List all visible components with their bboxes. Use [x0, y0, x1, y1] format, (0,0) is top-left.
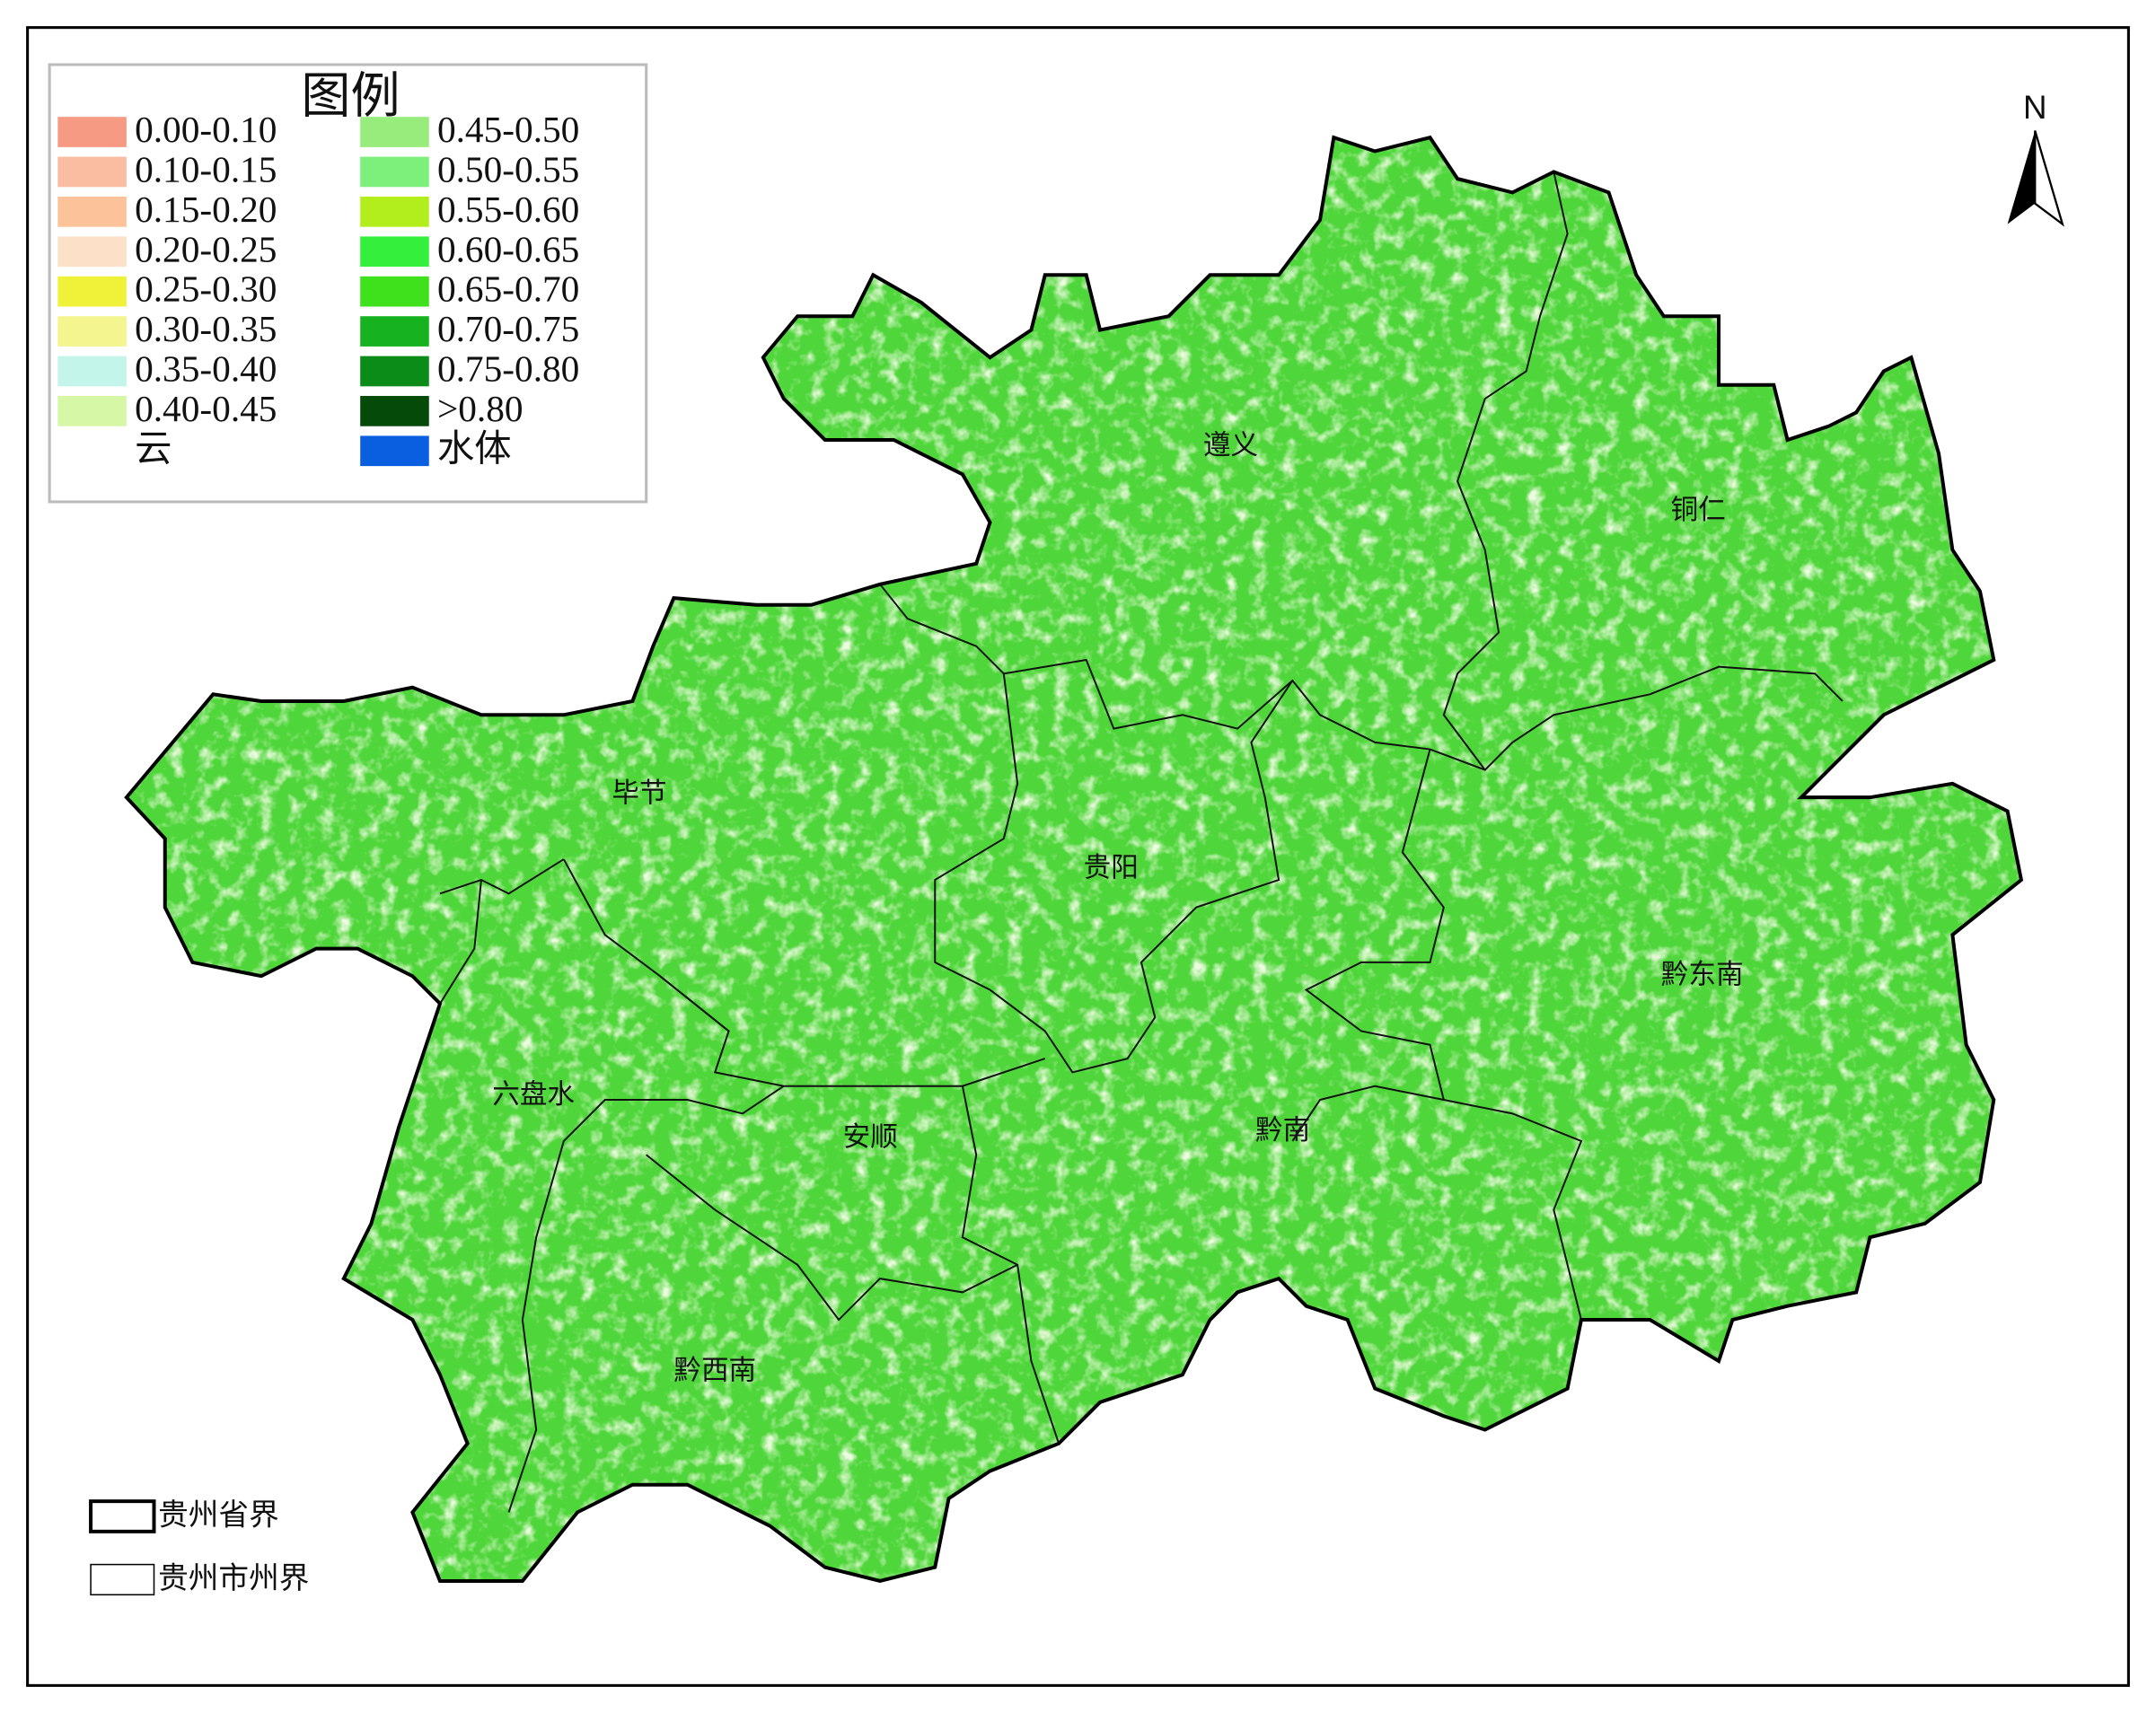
legend-swatch — [57, 276, 127, 307]
legend-swatch — [360, 276, 429, 307]
legend-label: 0.50-0.55 — [437, 148, 579, 189]
legend-label: 0.75-0.80 — [437, 347, 579, 389]
region-labels: 遵义 铜仁 毕节 贵阳 黔东南 六盘水 安顺 黔南 黔西南 — [492, 430, 1743, 1387]
legend-swatch — [57, 316, 127, 347]
boundary-label: 贵州省界 — [158, 1497, 279, 1532]
region-label: 铜仁 — [1670, 495, 1725, 526]
legend-label: 0.40-0.45 — [135, 388, 277, 429]
region-label: 黔南 — [1255, 1115, 1310, 1146]
legend-label: 0.60-0.65 — [437, 228, 579, 269]
region-label: 毕节 — [612, 778, 666, 810]
region-label: 黔东南 — [1661, 960, 1744, 991]
legend-label: 云 — [135, 427, 172, 469]
legend-swatch — [57, 236, 127, 268]
legend-label: >0.80 — [437, 388, 524, 429]
city-boundaries — [439, 171, 1844, 1513]
legend-swatch — [360, 356, 429, 387]
legend-label: 0.35-0.40 — [135, 347, 277, 389]
legend-swatch — [360, 435, 429, 467]
legend-label: 0.20-0.25 — [135, 228, 277, 269]
legend-label: 0.00-0.10 — [135, 109, 277, 150]
frame — [26, 26, 2130, 1687]
legend-swatch — [57, 396, 127, 426]
province-boundary-swatch — [89, 1499, 156, 1533]
legend-label: 水体 — [437, 427, 512, 469]
legend-title: 图例 — [301, 66, 400, 124]
region-label: 黔西南 — [673, 1356, 756, 1387]
legend-swatch — [57, 156, 127, 188]
north-label: N — [2023, 89, 2047, 126]
legend-swatch — [360, 316, 429, 347]
legend-label: 0.45-0.50 — [437, 109, 579, 150]
legend-swatch — [360, 156, 429, 188]
region-label: 六盘水 — [492, 1079, 575, 1111]
north-arrow-right — [2034, 130, 2064, 227]
legend-label: 0.25-0.30 — [135, 268, 277, 310]
legend-label: 0.10-0.15 — [135, 148, 277, 189]
legend-box — [48, 63, 648, 504]
region-label: 遵义 — [1203, 430, 1258, 461]
region-label: 安顺 — [843, 1121, 898, 1153]
north-arrow-left — [2007, 130, 2036, 224]
boundary-label: 贵州市州界 — [158, 1560, 309, 1595]
legend-label: 0.65-0.70 — [437, 268, 579, 310]
legend-swatch — [360, 117, 429, 147]
legend-swatch — [360, 197, 429, 227]
legend-swatch — [360, 396, 429, 426]
legend-swatch — [57, 117, 127, 147]
legend-label: 0.70-0.75 — [437, 308, 579, 349]
legend-swatch — [57, 197, 127, 227]
city-boundary-swatch — [90, 1563, 155, 1596]
legend-label: 0.55-0.60 — [437, 189, 579, 230]
legend-swatch — [360, 236, 429, 268]
legend-swatch — [57, 435, 127, 467]
legend-label: 0.30-0.35 — [135, 308, 277, 349]
north-arrow: N — [2007, 89, 2064, 227]
legend-swatch — [57, 356, 127, 387]
region-label: 贵阳 — [1084, 852, 1139, 883]
legend: 图例 0.00-0.100.10-0.150.15-0.200.20-0.250… — [48, 63, 648, 504]
boundary-legend: 贵州省界 贵州市州界 — [89, 1497, 309, 1596]
legend-label: 0.15-0.20 — [135, 189, 277, 230]
